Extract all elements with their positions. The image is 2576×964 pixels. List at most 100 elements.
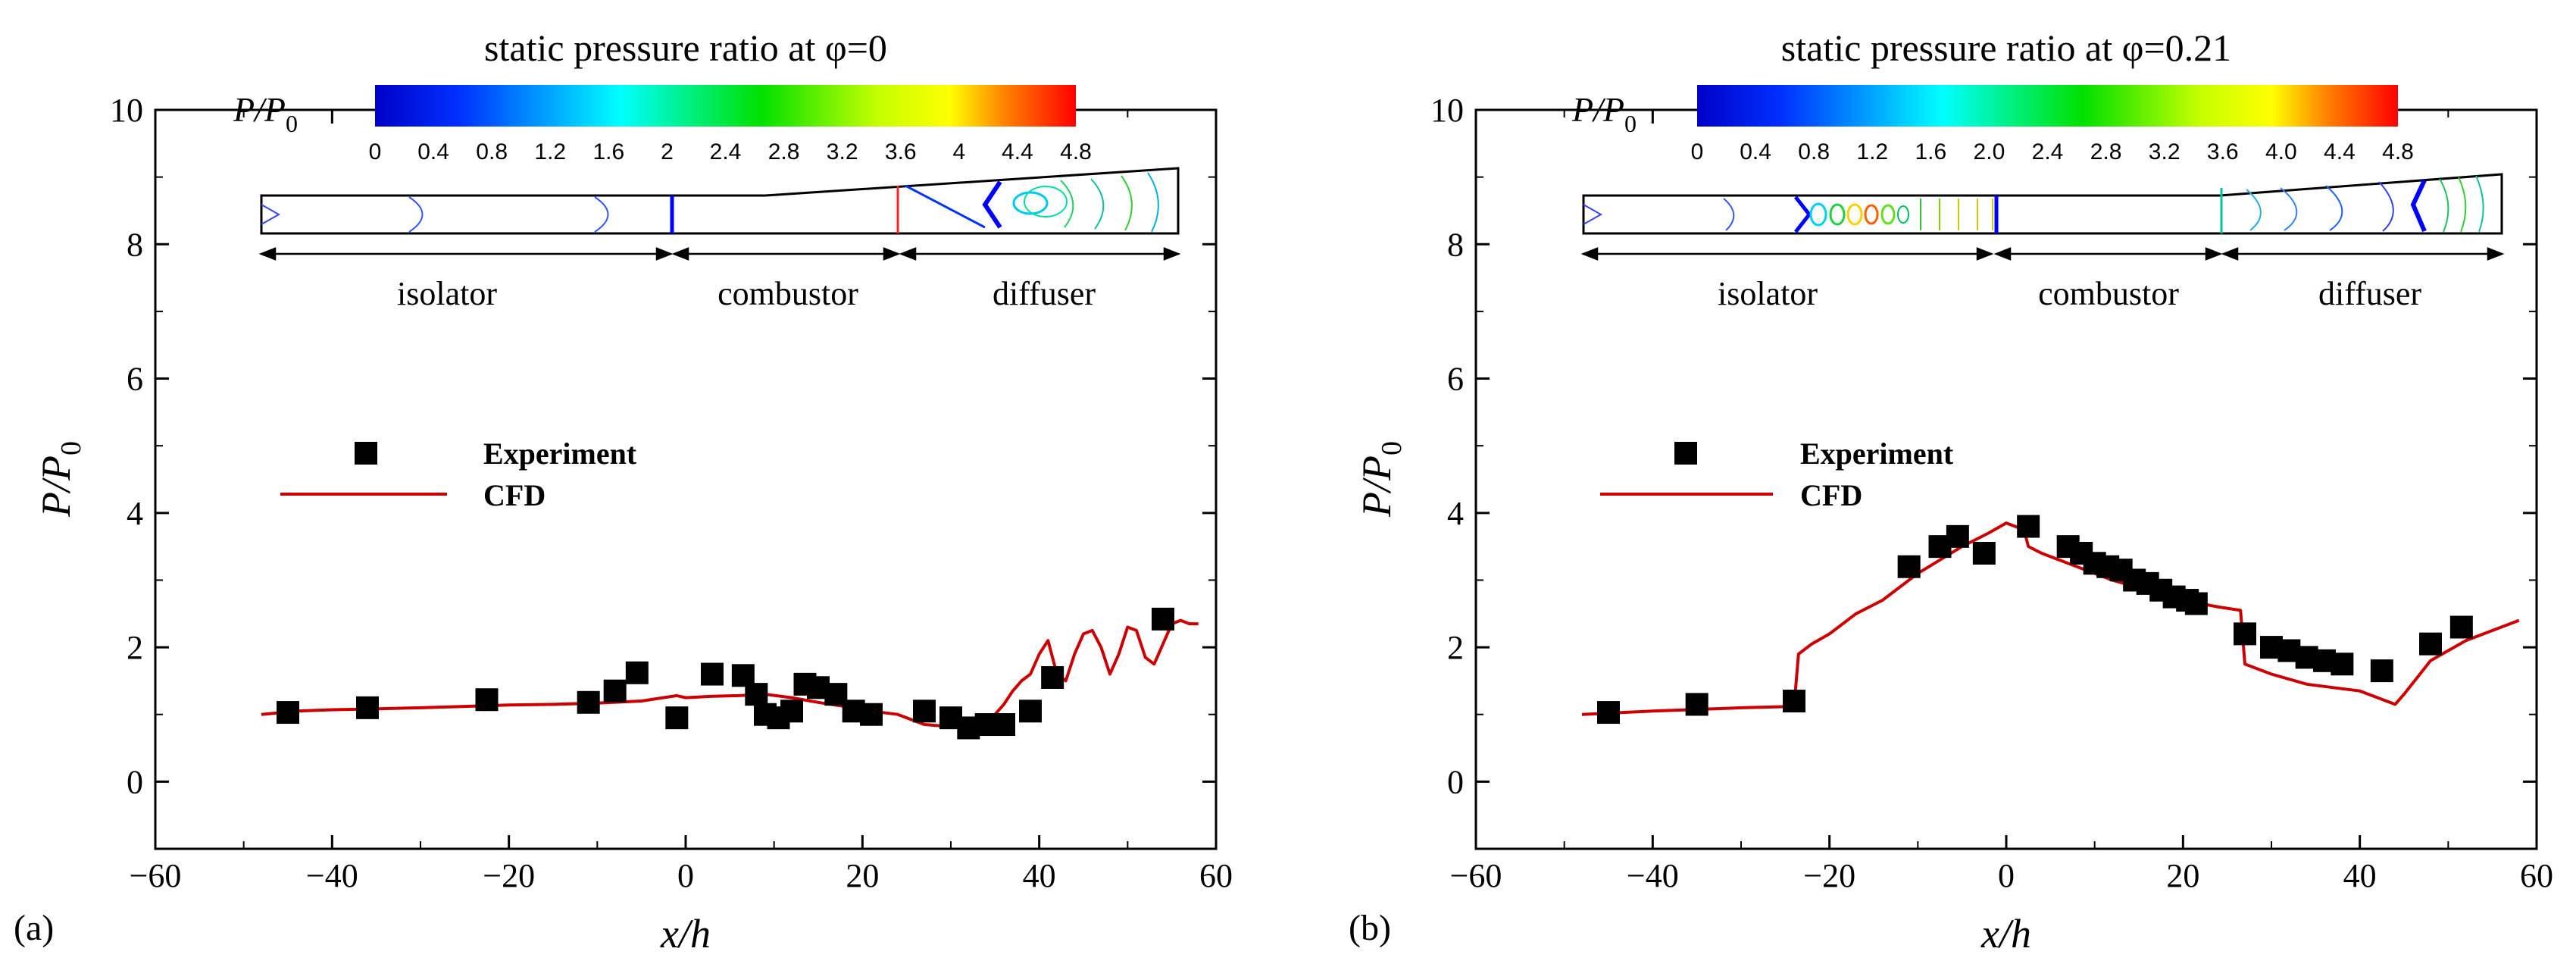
isolator-contour	[1723, 198, 1735, 231]
arrow-head	[671, 247, 689, 261]
colorbar-tick-label: 1.2	[534, 139, 566, 164]
pressure-contour	[1121, 175, 1133, 231]
y-tick-label: 10	[1430, 92, 1464, 129]
y-axis-title-main: P/P	[1354, 455, 1399, 518]
pressure-contour	[1846, 203, 1863, 226]
region-label-combustor: combustor	[717, 275, 858, 312]
colorbar-label-main: P/P	[233, 90, 286, 129]
x-tick-label: 60	[2520, 857, 2553, 894]
x-tick-label: 60	[1199, 857, 1233, 894]
experiment-point	[701, 662, 724, 686]
x-tick-label: −20	[1803, 857, 1855, 894]
x-tick-label: −40	[306, 857, 358, 894]
region-arrows	[258, 247, 1181, 261]
y-axis-title-sub: 0	[55, 441, 87, 455]
isolator-contour	[408, 196, 424, 233]
x-tick-label: 20	[2166, 857, 2199, 894]
experiment-point	[577, 690, 600, 714]
experiment-point	[2419, 632, 2442, 656]
shock-contour	[905, 184, 986, 229]
y-axis-title: P/P0	[1354, 441, 1408, 518]
pressure-contour	[1829, 203, 1846, 226]
experiment-point	[1152, 607, 1174, 631]
colorbar-tick-label: 2.8	[768, 139, 800, 164]
series-marks	[1581, 515, 2520, 725]
legend: Experiment CFD	[1600, 437, 1954, 512]
experiment-point	[745, 683, 768, 706]
legend-label-cfd: CFD	[1800, 478, 1862, 512]
colorbar-tick-label: 3.6	[2207, 139, 2239, 164]
arrow-head	[883, 247, 901, 261]
colorbar-ticks: 0 0.4 0.8 1.2 1.6 2.0 2.4 2.8 3.2 3.6 4.0 4.4 4.8	[1691, 139, 2414, 164]
x-tick-label: 0	[677, 857, 694, 894]
y-tick-label: 6	[1447, 361, 1464, 398]
region-label-isolator: isolator	[397, 275, 497, 312]
x-axis-title: x/h	[660, 911, 711, 956]
x-tick-label: −20	[483, 857, 535, 894]
pressure-contour	[1060, 180, 1074, 228]
colorbar-tick-label: 4	[952, 139, 965, 164]
experiment-point	[2017, 515, 2040, 538]
y-tick-label: 4	[1447, 495, 1464, 532]
y-tick-label: 8	[127, 226, 143, 263]
experiment-point	[356, 696, 379, 719]
y-tick-label: 6	[127, 361, 143, 398]
experiment-point	[625, 661, 649, 684]
inlet-contour	[1583, 204, 1603, 225]
experiment-point	[2234, 622, 2256, 646]
colorbar-tick-label: 4.0	[2265, 139, 2297, 164]
colorbar-tick-label: 2	[661, 139, 674, 164]
y-ticks: 0 2 4 6 8 10	[110, 92, 1216, 850]
colorbar-tick-label: 2.4	[2032, 139, 2064, 164]
duct-outline	[1582, 173, 2503, 235]
arrow-head	[2221, 247, 2239, 261]
cfd-line	[1581, 521, 2520, 716]
x-tick-label: 20	[846, 857, 879, 894]
y-tick-label: 2	[127, 629, 143, 666]
experiment-point	[993, 713, 1015, 737]
duct-schematic	[260, 167, 1180, 235]
region-label-diffuser: diffuser	[993, 275, 1096, 312]
y-axis-title-sub: 0	[1376, 441, 1408, 455]
series-marks	[261, 607, 1199, 740]
legend-label-experiment: Experiment	[483, 437, 637, 471]
pressure-contour	[1090, 178, 1105, 230]
colorbar-label: P/P0	[233, 90, 298, 137]
pressure-contour	[2246, 189, 2262, 231]
experiment-point	[1946, 524, 1969, 548]
x-tick-label: 40	[1023, 857, 1056, 894]
y-tick-label: 0	[127, 763, 143, 800]
experiment-point	[1897, 555, 1921, 578]
pressure-contour	[1880, 204, 1896, 225]
y-tick-label: 0	[1447, 763, 1464, 800]
colorbar-tick-label: 0.8	[476, 139, 508, 164]
duct-schematic	[1582, 173, 2503, 235]
arrow-head	[1976, 247, 1994, 261]
x-tick-label: −40	[1627, 857, 1679, 894]
legend-marker-experiment	[1674, 442, 1697, 465]
pressure-contour	[2439, 178, 2449, 233]
colorbar-gradient	[1697, 85, 2398, 127]
experiment-point	[860, 703, 883, 726]
experiment-point	[475, 688, 499, 712]
colorbar-tick-label: 1.6	[1915, 139, 1946, 164]
pressure-contour	[1864, 204, 1879, 225]
colorbar-tick-label: 4.8	[1060, 139, 1092, 164]
arrow-head	[1163, 247, 1181, 261]
colorbar-tick-label: 1.6	[592, 139, 624, 164]
legend: Experiment CFD	[280, 437, 637, 512]
region-label-combustor: combustor	[2038, 275, 2179, 312]
colorbar: P/P0 0 0.4 0.8 1.2 1.6 2.0 2.4 2.8 3.2 3.6 4.0 4.4 4…	[1571, 85, 2414, 164]
experiment-point	[913, 700, 936, 723]
pressure-contour	[1024, 186, 1068, 218]
pressure-contour	[2280, 187, 2298, 231]
pressure-contour	[1012, 191, 1049, 215]
colorbar-tick-label: 0.8	[1798, 139, 1830, 164]
panel-label: (a)	[14, 908, 54, 948]
y-axis-title: P/P0	[33, 441, 87, 518]
colorbar-tick-label: 0	[369, 139, 382, 164]
pressure-contour	[2475, 175, 2484, 233]
colorbar-gradient	[375, 85, 1076, 127]
shock-contour	[982, 180, 1002, 229]
colorbar-ticks: 0 0.4 0.8 1.2 1.6 2 2.4 2.8 3.2 3.6 4 4.4 4.8	[369, 139, 1092, 164]
